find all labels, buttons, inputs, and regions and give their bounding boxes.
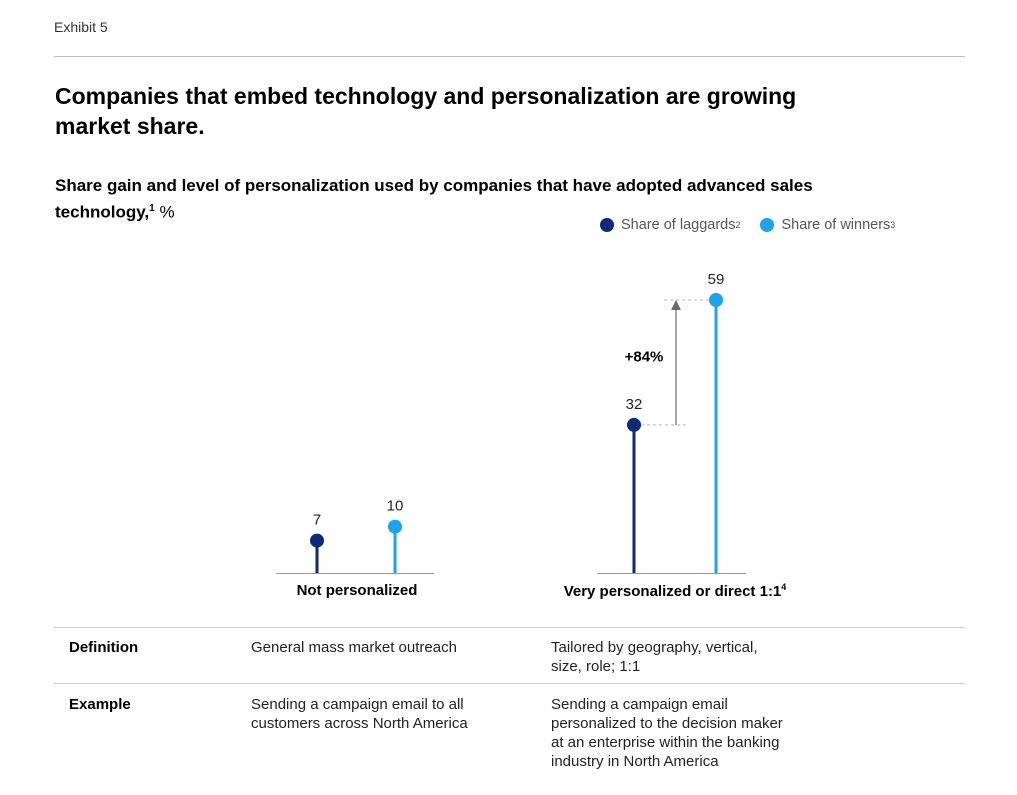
subtitle-unit: %: [159, 202, 175, 222]
cell-example-not-personalized: Sending a campaign email to all customer…: [251, 696, 468, 732]
legend-item-winners: Share of winners 3: [760, 217, 895, 233]
chart-title: Companies that embed technology and pers…: [55, 83, 797, 139]
cell-definition-not-personalized: General mass market outreach: [251, 639, 457, 656]
point-winners-very-personalized: [709, 293, 723, 307]
legend-dot-laggards: [600, 218, 614, 232]
value-label-winners-very-personalized: 59: [708, 271, 725, 288]
legend-label-laggards: Share of laggards: [621, 217, 736, 233]
lollipop-chart: 7 10 32 59 +84%: [276, 271, 746, 574]
row-header-example: Example: [69, 696, 131, 713]
subtitle-footnote: 1: [149, 203, 155, 214]
legend-footnote-laggards: 2: [735, 220, 741, 230]
legend: Share of laggards 2 Share of winners 3: [600, 217, 915, 233]
value-label-winners-not-personalized: 10: [387, 498, 404, 515]
top-divider: [54, 56, 965, 57]
cell-example-very-personalized: Sending a campaign email personalized to…: [551, 696, 783, 770]
row-header-definition: Definition: [69, 639, 139, 656]
category-label-not-personalized: Not personalized: [296, 582, 418, 599]
table-row: Definition General mass market outreach …: [54, 627, 965, 683]
value-label-laggards-not-personalized: 7: [313, 512, 321, 529]
exhibit-label: Exhibit 5: [54, 19, 108, 35]
annotation-label: +84%: [625, 348, 664, 365]
table-row: Example Sending a campaign email to all …: [54, 683, 965, 793]
comparison-table: Definition General mass market outreach …: [54, 627, 965, 793]
point-laggards-not-personalized: [310, 533, 324, 548]
chart-subtitle: Share gain and level of personalization …: [55, 174, 875, 224]
point-winners-not-personalized: [388, 519, 402, 534]
legend-label-winners: Share of winners: [781, 217, 891, 233]
annotation-arrow-head: [671, 300, 681, 310]
legend-item-laggards: Share of laggards 2: [600, 217, 740, 233]
point-laggards-very-personalized: [627, 417, 641, 432]
cell-definition-very-personalized: Tailored by geography, vertical, size, r…: [551, 639, 758, 675]
value-label-laggards-very-personalized: 32: [626, 396, 643, 413]
category-label-very-personalized: Very personalized or direct 1:14: [563, 582, 787, 600]
legend-dot-winners: [760, 218, 775, 232]
subtitle-text: Share gain and level of personalization …: [55, 176, 813, 222]
legend-footnote-winners: 3: [890, 220, 896, 230]
